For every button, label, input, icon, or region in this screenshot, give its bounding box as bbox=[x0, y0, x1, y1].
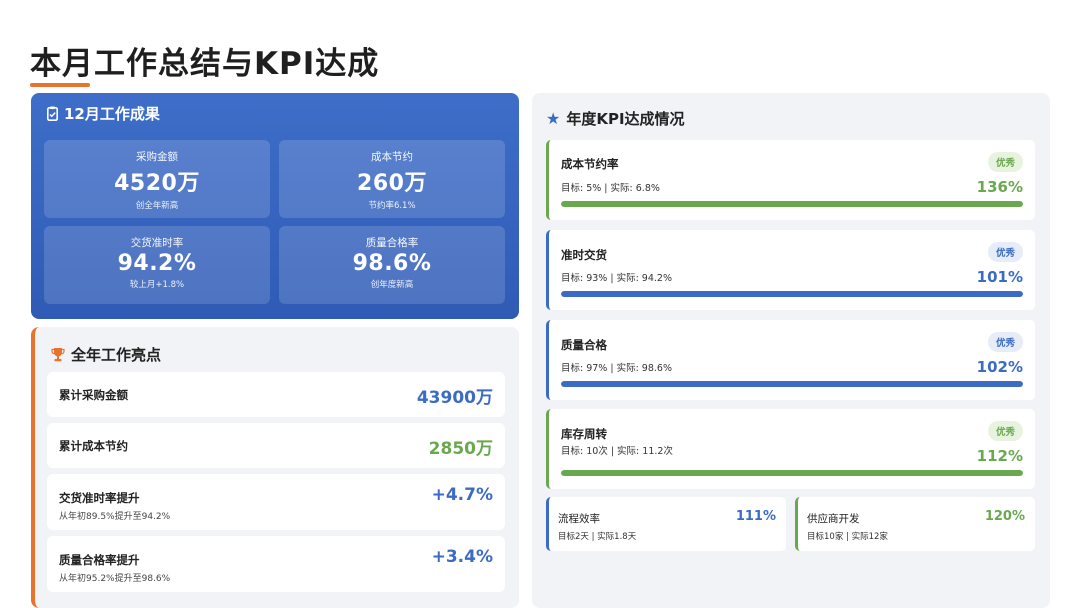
year-highlights-card: 全年工作亮点 累计采购金额 43900万 累计成本节约 2850万 交货准时率提… bbox=[31, 327, 519, 608]
kpi-percent: 101% bbox=[976, 268, 1023, 286]
month-results-card: 12月工作成果 采购金额 4520万 创全年新高 成本节约 260万 节约率6.… bbox=[31, 93, 519, 319]
year-highlights-header: 全年工作亮点 bbox=[51, 344, 161, 365]
stat-on-time-delivery: 交货准时率 94.2% 较上月+1.8% bbox=[44, 226, 270, 304]
kpi-title: 年度KPI达成情况 bbox=[566, 110, 685, 128]
highlight-label: 累计采购金额 bbox=[59, 388, 128, 402]
stat-value: 98.6% bbox=[352, 251, 432, 276]
kpi-mini-process-efficiency: 流程效率 目标2天 | 实际1.8天 111% bbox=[546, 497, 786, 551]
kpi-progress-track bbox=[561, 201, 1023, 207]
kpi-progress-track bbox=[561, 470, 1023, 476]
highlight-row-delivery-improvement: 交货准时率提升 从年初89.5%提升至94.2% +4.7% bbox=[47, 474, 505, 530]
kpi-progress-fill bbox=[561, 291, 1023, 297]
kpi-progress-fill bbox=[561, 381, 1023, 387]
kpi-item-cost-saving-rate: 成本节约率 目标: 5% | 实际: 6.8% 优秀 136% bbox=[546, 140, 1035, 220]
kpi-detail: 目标: 93% | 实际: 94.2% bbox=[561, 273, 672, 284]
stat-note: 节约率6.1% bbox=[368, 201, 416, 211]
kpi-progress-fill bbox=[561, 201, 1023, 207]
mini-detail: 目标10家 | 实际12家 bbox=[807, 532, 888, 542]
highlight-value: 43900万 bbox=[416, 388, 493, 408]
clipboard-check-icon bbox=[47, 106, 58, 121]
trophy-icon bbox=[51, 348, 65, 362]
stat-value: 94.2% bbox=[117, 251, 197, 276]
kpi-progress-track bbox=[561, 381, 1023, 387]
stat-label: 交货准时率 bbox=[130, 237, 184, 249]
highlight-row-quality-improvement: 质量合格率提升 从年初95.2%提升至98.6% +3.4% bbox=[47, 536, 505, 592]
stat-label: 质量合格率 bbox=[365, 237, 419, 249]
stat-note: 创年度新高 bbox=[370, 280, 414, 290]
highlight-value: +4.7% bbox=[431, 485, 493, 505]
kpi-progress-fill bbox=[561, 470, 1023, 476]
mini-name: 流程效率 bbox=[558, 513, 600, 525]
highlight-row-total-saving: 累计成本节约 2850万 bbox=[47, 423, 505, 468]
status-badge: 优秀 bbox=[987, 152, 1023, 172]
stat-note: 较上月+1.8% bbox=[129, 280, 185, 290]
kpi-percent: 112% bbox=[976, 447, 1023, 465]
title-underline bbox=[30, 83, 90, 87]
kpi-detail: 目标: 97% | 实际: 98.6% bbox=[561, 363, 672, 374]
kpi-name: 成本节约率 bbox=[561, 157, 619, 171]
month-results-header: 12月工作成果 bbox=[47, 103, 160, 124]
kpi-name: 准时交货 bbox=[561, 248, 607, 262]
status-badge: 优秀 bbox=[987, 421, 1023, 441]
kpi-percent: 102% bbox=[976, 358, 1023, 376]
highlight-value: 2850万 bbox=[428, 439, 493, 459]
mini-detail: 目标2天 | 实际1.8天 bbox=[558, 532, 637, 542]
kpi-name: 质量合格 bbox=[561, 338, 607, 352]
highlight-value: +3.4% bbox=[431, 547, 493, 567]
kpi-item-quality: 质量合格 目标: 97% | 实际: 98.6% 优秀 102% bbox=[546, 320, 1035, 400]
stat-value: 4520万 bbox=[114, 171, 200, 196]
mini-name: 供应商开发 bbox=[807, 513, 860, 525]
page-title: 本月工作总结与KPI达成 bbox=[30, 46, 380, 82]
stat-value: 260万 bbox=[357, 171, 427, 196]
mini-percent: 120% bbox=[984, 509, 1025, 524]
month-results-title: 12月工作成果 bbox=[64, 105, 160, 123]
status-badge: 优秀 bbox=[987, 242, 1023, 262]
kpi-name: 库存周转 bbox=[561, 427, 607, 441]
kpi-progress-track bbox=[561, 291, 1023, 297]
highlight-row-total-purchase: 累计采购金额 43900万 bbox=[47, 372, 505, 417]
highlight-label: 质量合格率提升 bbox=[59, 553, 140, 567]
highlight-sub: 从年初95.2%提升至98.6% bbox=[59, 574, 171, 584]
stat-cost-saving: 成本节约 260万 节约率6.1% bbox=[279, 140, 505, 218]
kpi-item-inventory-turnover: 库存周转 目标: 10次 | 实际: 11.2次 优秀 112% bbox=[546, 409, 1035, 489]
stat-label: 采购金额 bbox=[136, 151, 178, 163]
stat-note: 创全年新高 bbox=[135, 201, 179, 211]
stat-quality-rate: 质量合格率 98.6% 创年度新高 bbox=[279, 226, 505, 304]
kpi-header: ★ 年度KPI达成情况 bbox=[546, 108, 685, 129]
mini-percent: 111% bbox=[735, 509, 776, 524]
kpi-item-on-time-delivery: 准时交货 目标: 93% | 实际: 94.2% 优秀 101% bbox=[546, 230, 1035, 310]
kpi-mini-supplier-development: 供应商开发 目标10家 | 实际12家 120% bbox=[795, 497, 1035, 551]
highlight-label: 累计成本节约 bbox=[59, 439, 128, 453]
year-highlights-title: 全年工作亮点 bbox=[71, 346, 162, 364]
status-badge: 优秀 bbox=[987, 332, 1023, 352]
kpi-percent: 136% bbox=[976, 178, 1023, 196]
kpi-detail: 目标: 5% | 实际: 6.8% bbox=[561, 183, 660, 194]
kpi-detail: 目标: 10次 | 实际: 11.2次 bbox=[561, 446, 673, 457]
highlight-label: 交货准时率提升 bbox=[59, 491, 140, 505]
stat-label: 成本节约 bbox=[371, 151, 413, 163]
highlight-sub: 从年初89.5%提升至94.2% bbox=[59, 512, 171, 522]
kpi-card: ★ 年度KPI达成情况 成本节约率 目标: 5% | 实际: 6.8% 优秀 1… bbox=[532, 93, 1050, 608]
stat-purchase-amount: 采购金额 4520万 创全年新高 bbox=[44, 140, 270, 218]
star-icon: ★ bbox=[546, 109, 561, 128]
